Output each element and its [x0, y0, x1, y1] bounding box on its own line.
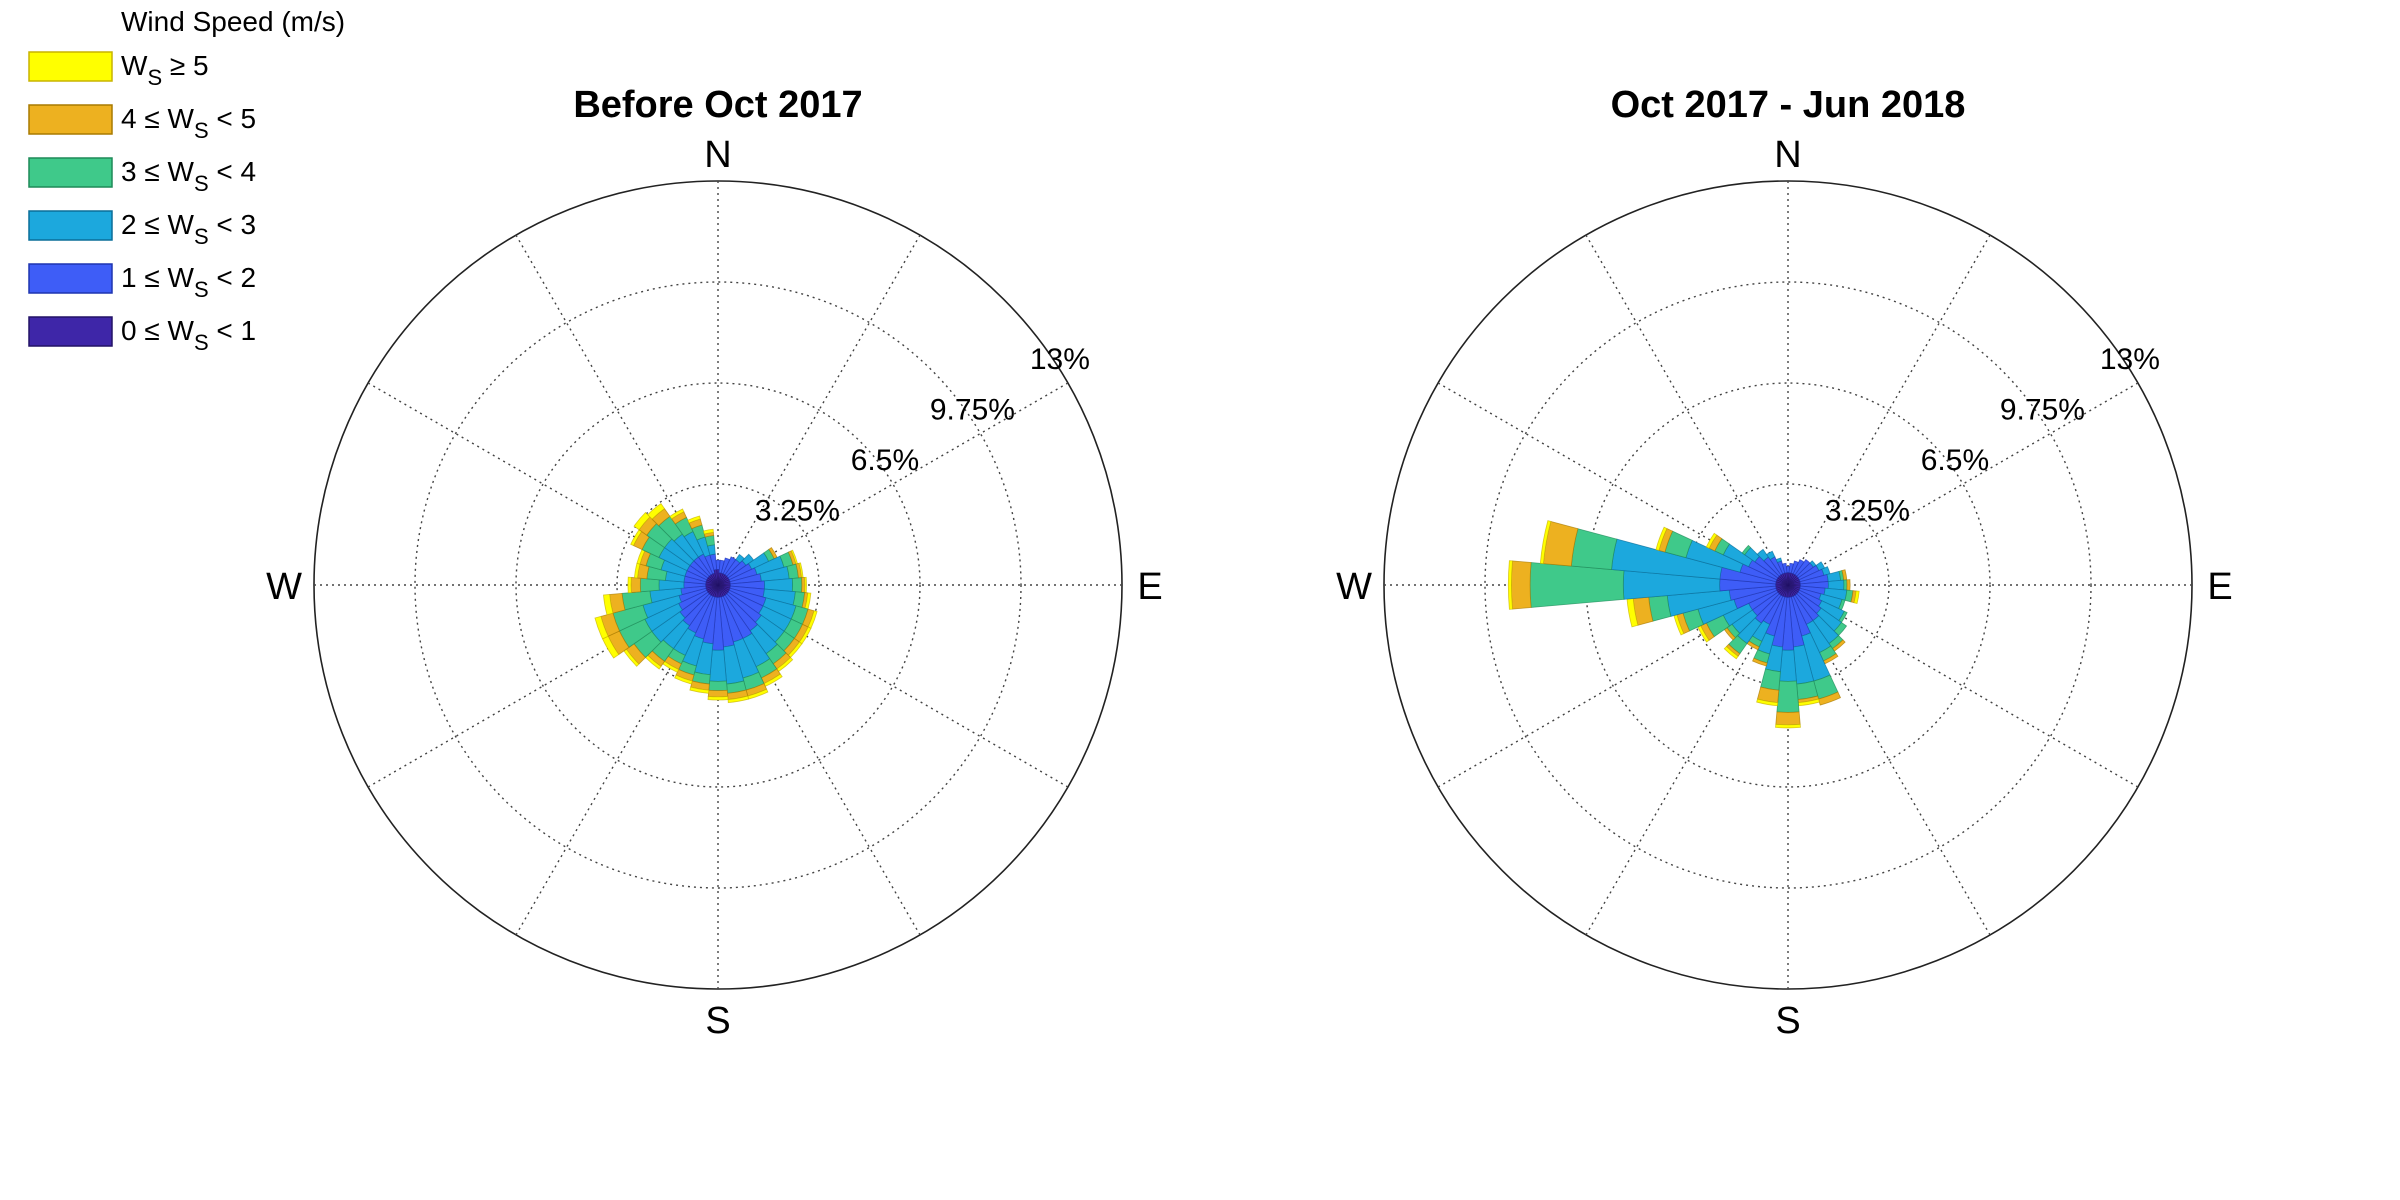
direction-label: N — [1774, 134, 1801, 176]
legend-label: 1 ≤ WS < 2 — [121, 262, 256, 302]
rose-wedge — [1741, 544, 1752, 556]
legend-label: WS ≥ 5 — [121, 50, 209, 90]
legend-label: 0 ≤ WS < 1 — [121, 315, 256, 355]
rose-panel-after: Oct 2017 - Jun 2018 3.25% 6.5% 9.75% 13% N E S W — [1336, 84, 2233, 1042]
rose-wedge — [1756, 698, 1779, 707]
rose-wedge — [707, 689, 729, 698]
grid-spoke — [1787, 382, 2139, 586]
rose-wedge — [594, 615, 609, 640]
radial-tick-label: 3.25% — [1825, 495, 1910, 528]
grid-spoke — [1787, 584, 2139, 788]
direction-label: S — [1775, 1000, 1800, 1042]
rose-wedge — [1760, 668, 1781, 691]
direction-label: S — [705, 1000, 730, 1042]
radial-tick-label: 6.5% — [1921, 444, 1989, 477]
grid-ring — [616, 483, 820, 687]
legend-swatch — [28, 316, 113, 347]
grid-ring — [1484, 281, 2092, 889]
rose-wedge — [1846, 579, 1851, 591]
grid-spoke — [717, 382, 1069, 586]
rose-wedge — [1775, 723, 1801, 729]
rose-wedge — [674, 674, 693, 685]
rose-wedge — [703, 528, 714, 535]
chart-title: Before Oct 2017 — [573, 84, 862, 126]
rose-wedge — [1766, 550, 1776, 561]
radial-tick-label: 6.5% — [851, 444, 919, 477]
rose-wedge — [639, 577, 660, 593]
legend-swatch — [28, 104, 113, 135]
rose-wedge — [1507, 560, 1513, 610]
direction-label: E — [1137, 566, 1162, 608]
legend-label: 3 ≤ WS < 4 — [121, 156, 256, 196]
rose-wedge — [1776, 680, 1800, 713]
grid-spoke — [1585, 234, 1789, 586]
rose-wedge — [1723, 645, 1739, 660]
legend-swatch — [28, 51, 113, 82]
rose-wedge — [727, 695, 750, 704]
legend-label: 2 ≤ WS < 3 — [121, 209, 256, 249]
legend-swatch — [28, 263, 113, 294]
rose-wedge — [1752, 657, 1768, 667]
rose-wedge — [1756, 548, 1769, 562]
rose-wedge — [1853, 590, 1860, 604]
rose-wedge — [707, 696, 729, 701]
rose-wedge — [603, 594, 614, 616]
direction-label: W — [266, 566, 302, 608]
radial-tick-label: 9.75% — [2000, 394, 2085, 427]
radial-tick-label: 9.75% — [930, 394, 1015, 427]
grid-spoke — [1787, 234, 1991, 586]
legend-label: 4 ≤ WS < 5 — [121, 103, 256, 143]
rose-wedge — [689, 686, 710, 694]
direction-label: E — [2207, 566, 2232, 608]
grid-spoke — [717, 234, 921, 586]
chart-title: Oct 2017 - Jun 2018 — [1611, 84, 1966, 126]
direction-label: W — [1336, 566, 1372, 608]
rose-wedge — [1705, 532, 1718, 549]
rose-wedge — [1775, 557, 1783, 563]
radial-tick-label: 13% — [1030, 343, 1090, 376]
rose-wedge — [630, 576, 642, 594]
rose-wedge — [1818, 691, 1842, 706]
rose-wedge — [669, 508, 685, 520]
rose-panel-before: Before Oct 2017 3.25% 6.5% 9.75% 13% N E S W — [266, 84, 1163, 1042]
legend: Wind Speed (m/s) WS ≥ 5 4 ≤ WS < 5 3 ≤ WS … — [28, 6, 345, 355]
rose-wedge — [804, 576, 807, 594]
rose-wedge — [647, 502, 666, 520]
grid-ring — [1686, 483, 1890, 687]
grid-ring — [515, 382, 921, 788]
rose-wedge — [687, 515, 701, 524]
radial-tick-label: 3.25% — [755, 495, 840, 528]
radial-tick-label: 13% — [2100, 343, 2160, 376]
rose-wedge — [708, 680, 728, 692]
rose-wedge — [627, 576, 632, 594]
rose-wedge — [1570, 528, 1618, 570]
grid-ring — [1585, 382, 1991, 788]
legend-title: Wind Speed (m/s) — [121, 6, 345, 37]
legend-swatch — [28, 157, 113, 188]
rose-wedge — [791, 577, 803, 593]
rose-wedge — [1655, 526, 1668, 551]
grid-ring — [414, 281, 1022, 889]
rose-wedge — [1511, 560, 1532, 610]
direction-label: N — [704, 134, 731, 176]
rose-wedge — [1781, 562, 1788, 574]
rose-wedge — [1539, 520, 1552, 565]
rose-wedge — [1775, 711, 1801, 726]
legend-swatch — [28, 210, 113, 241]
rose-wedge — [633, 511, 651, 531]
